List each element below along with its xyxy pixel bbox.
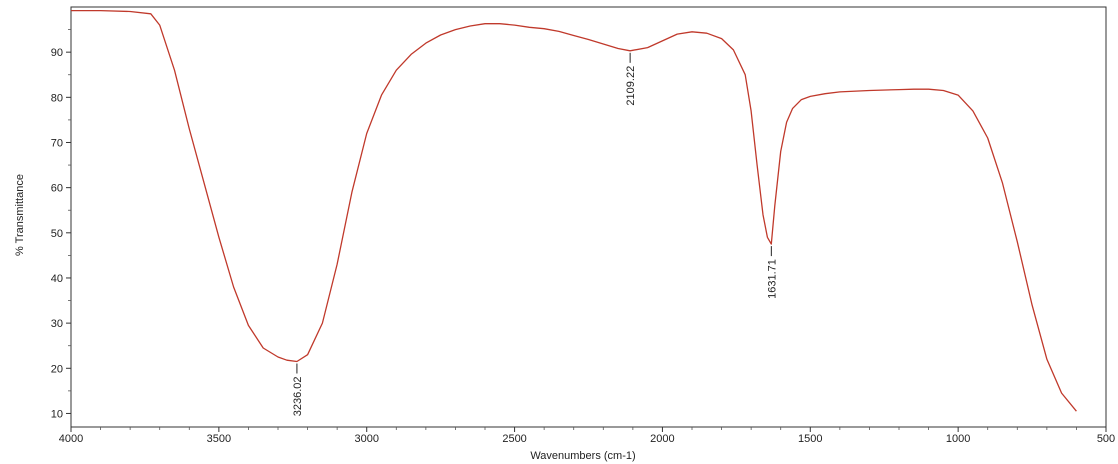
y-tick-label: 90 bbox=[51, 47, 63, 59]
peak-label: 3236.02 bbox=[292, 377, 304, 417]
x-tick-label: 1500 bbox=[798, 433, 822, 445]
y-tick-label: 30 bbox=[51, 318, 63, 330]
x-tick-label: 4000 bbox=[59, 433, 83, 445]
peak-label: 1631.71 bbox=[766, 259, 778, 299]
y-tick-label: 20 bbox=[51, 363, 63, 375]
y-tick-label: 10 bbox=[51, 408, 63, 420]
x-tick-label: 3500 bbox=[207, 433, 231, 445]
y-axis-title: % Transmittance bbox=[14, 174, 26, 256]
y-tick-label: 60 bbox=[51, 183, 63, 195]
x-tick-label: 3000 bbox=[354, 433, 378, 445]
y-tick-label: 80 bbox=[51, 92, 63, 104]
x-tick-label: 2000 bbox=[650, 433, 674, 445]
x-tick-label: 2500 bbox=[502, 433, 526, 445]
plot-area bbox=[70, 6, 1107, 428]
x-axis-title: Wavenumbers (cm-1) bbox=[530, 450, 635, 462]
x-tick-label: 1000 bbox=[946, 433, 970, 445]
spectrum-line bbox=[71, 9, 1077, 412]
y-tick-label: 70 bbox=[51, 137, 63, 149]
peak-label: 2109.22 bbox=[625, 66, 637, 106]
y-tick-label: 40 bbox=[51, 273, 63, 285]
y-tick-label: 50 bbox=[51, 228, 63, 240]
x-tick-label: 500 bbox=[1097, 433, 1115, 445]
